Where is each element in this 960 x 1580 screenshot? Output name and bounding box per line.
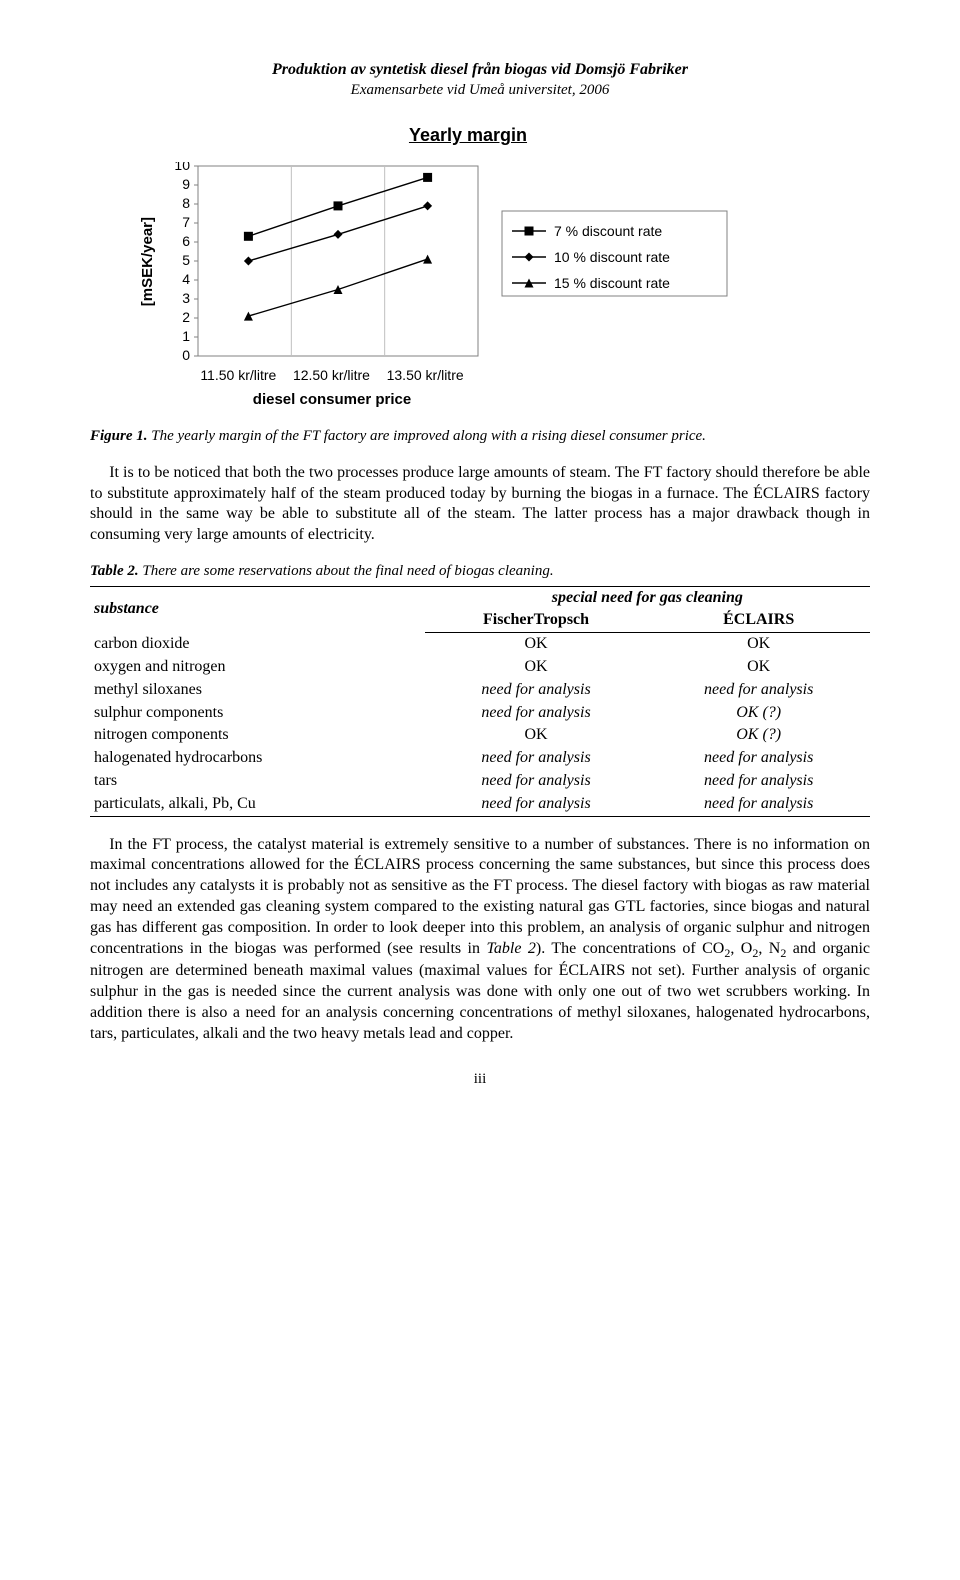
table-row-substance: sulphur components [90,702,425,725]
svg-text:1: 1 [182,328,190,344]
table-row-ec: need for analysis [647,770,870,793]
table-head-special-need: special need for gas cleaning [425,586,870,609]
chart-title: Yearly margin [138,124,798,147]
svg-text:2: 2 [182,309,190,325]
chart-x-ticks: 11.50 kr/litre 12.50 kr/litre 13.50 kr/lit… [192,366,472,384]
table-row-ft: OK [425,724,648,747]
paragraph-steam: It is to be noticed that both the two pr… [90,463,870,546]
table-row-ec: OK [647,633,870,656]
svg-text:7: 7 [182,214,190,230]
table-row-ft: OK [425,656,648,679]
chart-y-axis-label: [mSEK/year] [138,217,158,306]
table-row-substance: nitrogen components [90,724,425,747]
table-row-substance: halogenated hydrocarbons [90,747,425,770]
table-row-ft: need for analysis [425,747,648,770]
table-row-ft: OK [425,633,648,656]
svg-text:15 % discount rate: 15 % discount rate [554,275,670,291]
svg-text:9: 9 [182,176,190,192]
figure-caption: Figure 1. The yearly margin of the FT fa… [90,427,870,447]
table-row-substance: tars [90,770,425,793]
svg-text:0: 0 [182,347,190,362]
chart-x-tick-label: 13.50 kr/litre [387,366,464,384]
svg-text:3: 3 [182,290,190,306]
chart-x-axis-label: diesel consumer price [192,390,472,410]
chart-x-tick-label: 12.50 kr/litre [293,366,370,384]
svg-text:6: 6 [182,233,190,249]
paragraph-catalyst: In the FT process, the catalyst material… [90,835,870,1045]
table-head-eclairs: ÉCLAIRS [647,609,870,632]
table-caption-text: There are some reservations about the fi… [142,563,553,579]
table-head-fischertropsch: FischerTropsch [425,609,648,632]
svg-text:5: 5 [182,252,190,268]
table-row-ft: need for analysis [425,702,648,725]
table-row-substance: methyl siloxanes [90,679,425,702]
table-row-substance: particulats, alkali, Pb, Cu [90,793,425,816]
chart-x-tick-label: 11.50 kr/litre [200,366,276,384]
svg-text:4: 4 [182,271,190,287]
page-header-title: Produktion av syntetisk diesel från biog… [90,60,870,81]
svg-text:8: 8 [182,195,190,211]
table-row-ec: OK (?) [647,724,870,747]
table-row-ft: need for analysis [425,793,648,816]
table-caption: Table 2. There are some reservations abo… [90,562,870,582]
table-row-ft: need for analysis [425,679,648,702]
table-row-substance: carbon dioxide [90,633,425,656]
svg-text:7 % discount rate: 7 % discount rate [554,223,662,239]
table-row-ec: OK [647,656,870,679]
table-row-ec: need for analysis [647,679,870,702]
table-row-substance: oxygen and nitrogen [90,656,425,679]
page-header-subtitle: Examensarbete vid Umeå universitet, 2006 [90,81,870,101]
chart-plot-area: 0 1 2 3 4 5 6 7 8 9 10 7 % discount rate 10 % discou… [168,162,768,362]
figure-caption-text: The yearly margin of the FT factory are … [151,428,706,444]
table-row-ft: need for analysis [425,770,648,793]
table-row-ec: OK (?) [647,702,870,725]
table-row-ec: need for analysis [647,793,870,816]
gas-cleaning-table: substance special need for gas cleaning … [90,586,870,817]
table-row-ec: need for analysis [647,747,870,770]
figure-label: Figure 1. [90,428,148,444]
yearly-margin-chart: Yearly margin [mSEK/year] 0 1 2 3 4 5 6 7 8 9 10 7 … [138,124,798,409]
table-head-substance: substance [90,586,425,633]
svg-text:10: 10 [174,162,190,173]
page-number: iii [90,1070,870,1090]
table-label: Table 2. [90,563,139,579]
svg-text:10 % discount rate: 10 % discount rate [554,249,670,265]
